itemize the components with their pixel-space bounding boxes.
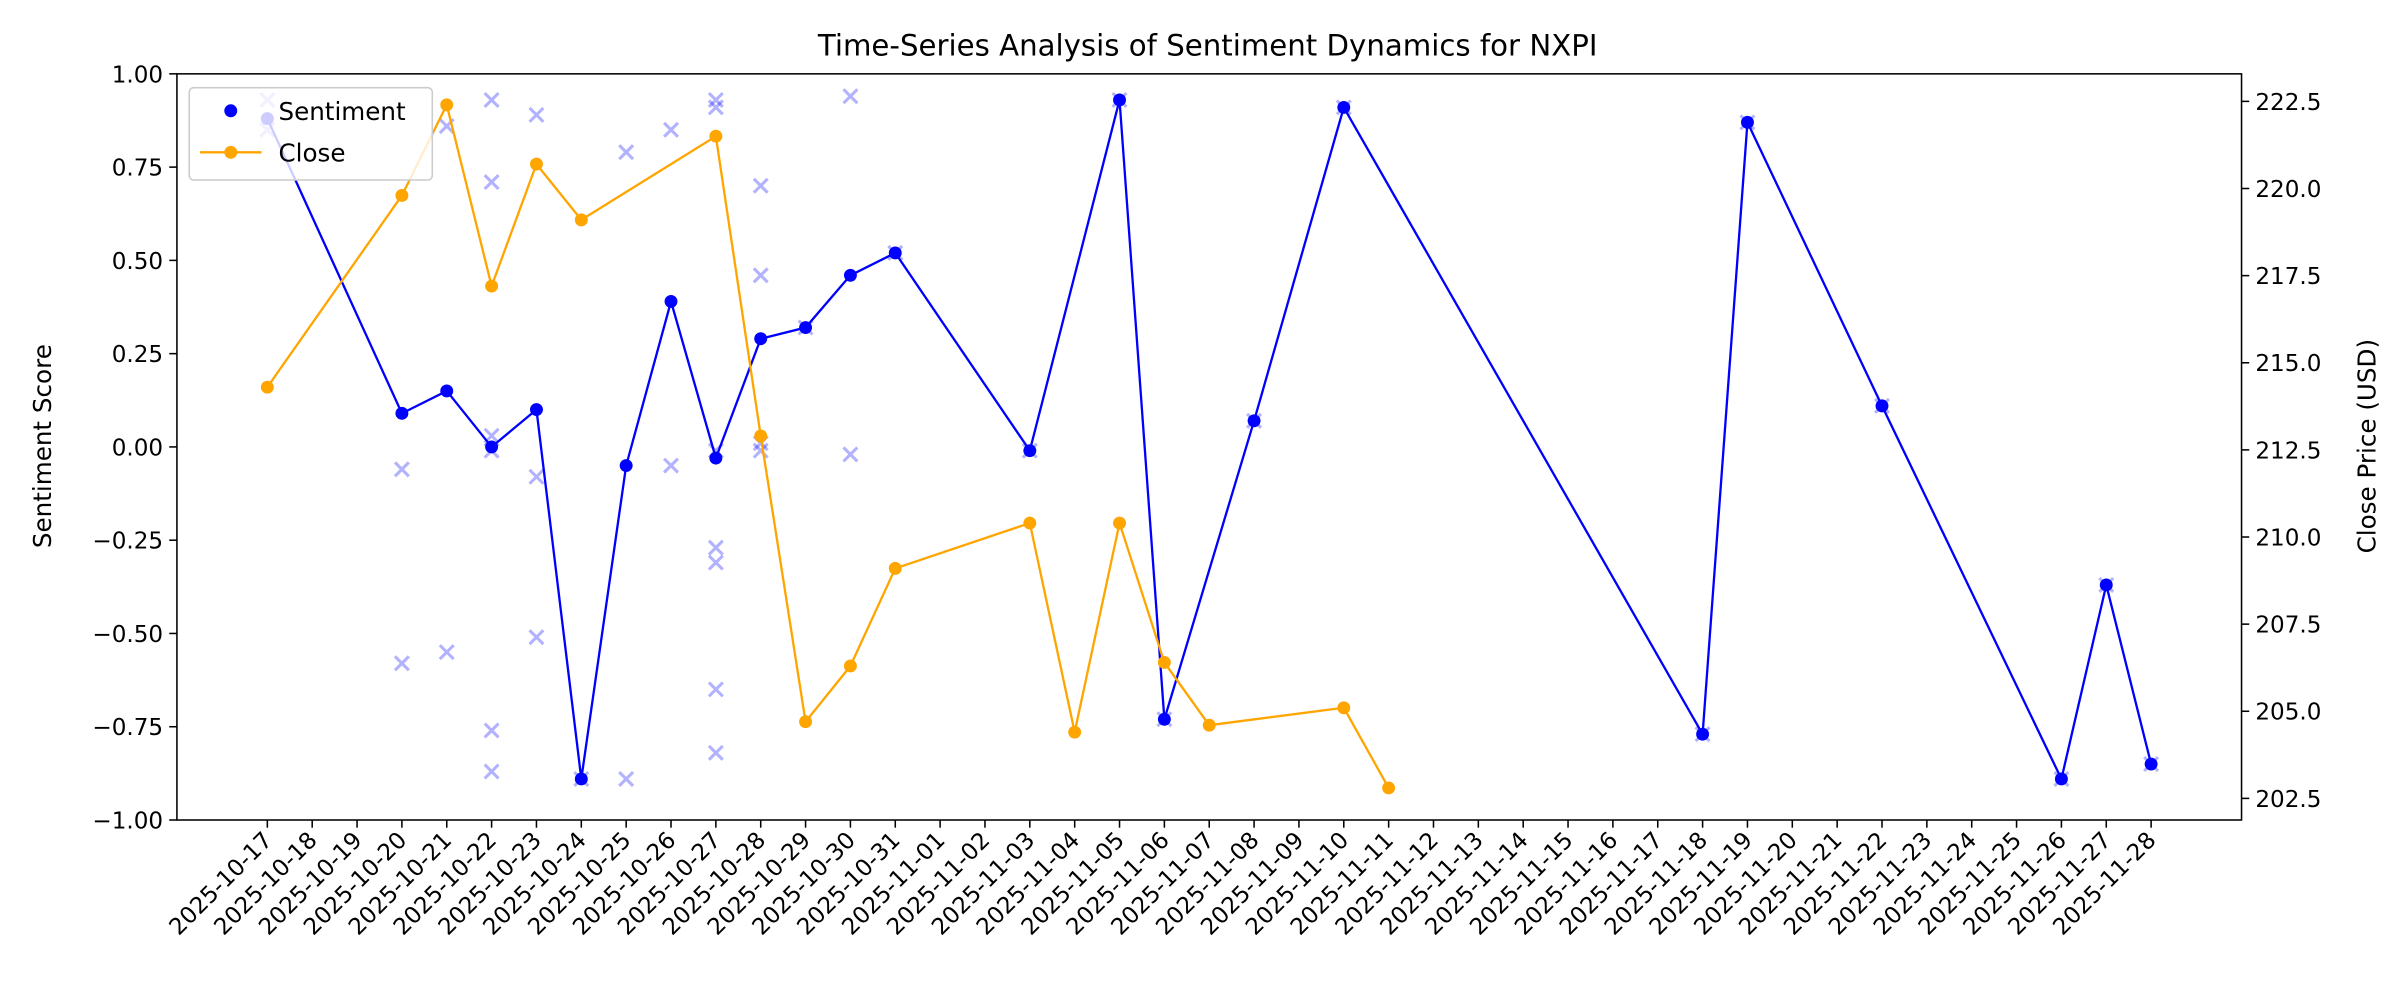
series-marker [574, 213, 588, 227]
legend-label: Sentiment [278, 97, 406, 126]
y-tick-label: −0.50 [92, 622, 163, 648]
y-tick-label: −0.25 [92, 529, 163, 555]
score-marker [618, 144, 635, 161]
score-marker [618, 770, 635, 787]
series-marker [1382, 781, 1396, 795]
score-marker [438, 644, 455, 661]
score-marker [393, 461, 410, 478]
y2-tick-label: 212.5 [2255, 438, 2321, 464]
score-marker [528, 629, 545, 646]
score-marker [483, 91, 500, 108]
score-marker [393, 655, 410, 672]
y-tick-label: −0.75 [92, 715, 163, 741]
series-marker [485, 440, 499, 454]
series-marker [440, 384, 454, 398]
legend-label: Close [278, 139, 345, 168]
series-marker [2054, 772, 2068, 786]
series-marker [1247, 414, 1261, 428]
score-marker [707, 91, 724, 108]
y-tick-label: 1.00 [112, 62, 163, 88]
score-marker [662, 121, 680, 138]
series-marker [529, 157, 543, 171]
series-marker [709, 129, 723, 143]
series-marker [843, 659, 857, 673]
series-marker [888, 246, 902, 260]
score-marker [707, 744, 724, 761]
series-marker [1740, 115, 1754, 129]
chart-title: Time-Series Analysis of Sentiment Dynami… [817, 28, 1598, 62]
series-marker [485, 279, 499, 293]
series-line [266, 101, 1390, 789]
score-marker [528, 468, 545, 485]
score-marker [483, 174, 500, 191]
series-marker [1068, 725, 1082, 739]
score-marker [842, 446, 859, 463]
score-marker [707, 554, 724, 571]
y2-tick-label: 202.5 [2255, 787, 2321, 813]
series-marker [1157, 712, 1171, 726]
y-tick-label: −1.00 [92, 808, 163, 834]
score-marker [752, 267, 769, 284]
series-marker [1157, 656, 1171, 669]
score-marker [842, 88, 859, 105]
series-marker [1023, 444, 1037, 458]
y2-tick-label: 217.5 [2255, 264, 2321, 290]
series-marker [1202, 718, 1216, 732]
legend: Sentiment Close [188, 86, 434, 181]
y-tick-label: 0.50 [112, 249, 163, 275]
score-marker [483, 722, 500, 739]
score-marker [707, 539, 724, 556]
series-marker [1113, 516, 1126, 530]
series-marker [2099, 578, 2113, 592]
series-marker [395, 189, 409, 202]
y2-tick-label: 215.0 [2255, 351, 2321, 377]
score-marker [707, 681, 724, 698]
series-marker [754, 332, 768, 346]
series-marker [574, 772, 588, 786]
y2-tick-label: 220.0 [2255, 177, 2321, 203]
series-marker [395, 406, 409, 420]
y-tick-label: 0.75 [112, 156, 163, 182]
y2-tick-label: 222.5 [2255, 90, 2321, 116]
legend-box [188, 86, 434, 181]
y2-tick-label: 210.0 [2255, 525, 2321, 551]
series-marker [799, 321, 813, 334]
series-marker [709, 451, 723, 465]
y-tick-label: 0.00 [112, 435, 163, 461]
series-marker [440, 98, 454, 112]
legend-marker [224, 104, 238, 118]
score-marker [528, 106, 545, 123]
series-marker [260, 380, 274, 394]
score-marker [752, 442, 769, 459]
series-marker [1023, 516, 1037, 530]
series-marker [1337, 701, 1351, 715]
y-tick-label: 0.25 [112, 342, 163, 368]
score-marker [662, 457, 680, 474]
legend-marker [224, 145, 238, 159]
score-marker [752, 177, 769, 194]
y2-tick-label: 205.0 [2255, 700, 2321, 726]
series-marker [754, 429, 768, 443]
y2-axis-label: Close Price (USD) [2352, 339, 2381, 554]
series-marker [1113, 93, 1126, 107]
series-marker [619, 459, 633, 473]
score-marker [707, 99, 724, 116]
series-line [266, 99, 2153, 783]
series-marker [799, 715, 813, 729]
series-marker [664, 294, 678, 308]
series-marker [1875, 399, 1889, 413]
y2-tick-label: 207.5 [2255, 613, 2321, 639]
series-marker [1337, 100, 1351, 114]
series-marker [888, 561, 902, 575]
series-marker [843, 268, 857, 282]
score-marker [483, 763, 500, 780]
series-marker [529, 403, 543, 417]
series-marker [1696, 727, 1710, 741]
y-axis-label: Sentiment Score [28, 344, 57, 548]
series-marker [2144, 757, 2158, 771]
